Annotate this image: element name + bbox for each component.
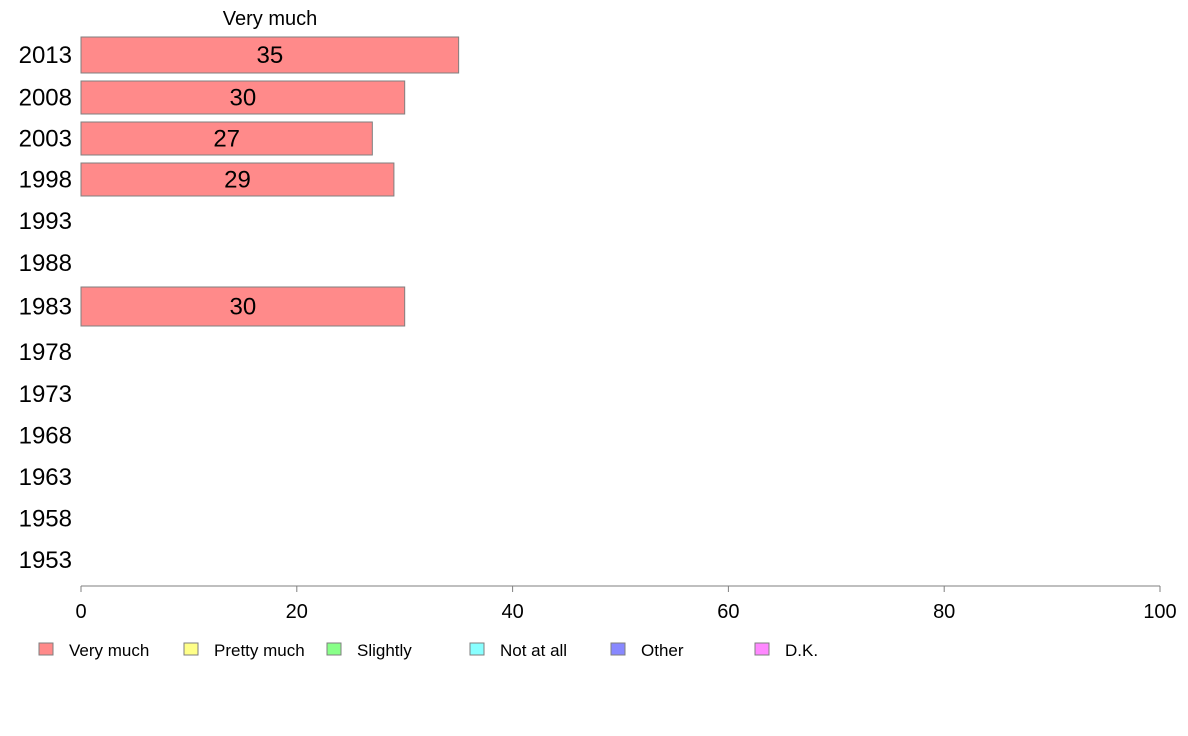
legend-label: Other: [641, 641, 684, 660]
x-tick-label: 40: [501, 601, 523, 623]
year-label: 2008: [19, 85, 72, 112]
year-label: 1953: [19, 547, 72, 574]
year-label: 1963: [19, 464, 72, 491]
bar-value-label: 30: [229, 85, 256, 112]
bar-value-label: 29: [224, 167, 251, 194]
x-tick-label: 20: [286, 601, 308, 623]
year-label: 1993: [19, 208, 72, 235]
legend-label: Not at all: [500, 641, 567, 660]
legend: Very much Pretty much Slightly Not at all Ot…: [38, 641, 818, 660]
legend-swatch: [38, 642, 54, 656]
year-labels-group: 2013 2008 2003 1998 1993 1988 1983 1978 1973 1968…: [19, 42, 72, 574]
year-label: 1978: [19, 339, 72, 366]
legend-swatch: [469, 642, 485, 656]
legend-label: Very much: [69, 641, 149, 660]
x-tick-label: 60: [717, 601, 739, 623]
bar-value-label: 30: [229, 294, 256, 321]
bar: [80, 121, 373, 156]
year-label: 1983: [19, 294, 72, 321]
category-header: Very much: [223, 8, 317, 30]
legend-label: D.K.: [785, 641, 818, 660]
legend-swatch: [326, 642, 342, 656]
legend-swatch: [754, 642, 770, 656]
legend-label: Slightly: [357, 641, 412, 660]
legend-swatch: [183, 642, 199, 656]
legend-label: Pretty much: [214, 641, 305, 660]
year-label: 1958: [19, 506, 72, 533]
bar: [80, 162, 395, 197]
bar: [80, 80, 406, 115]
bar-value-label: 35: [256, 42, 283, 69]
year-label: 1988: [19, 250, 72, 277]
legend-swatch: [610, 642, 626, 656]
x-tick-label: 0: [75, 601, 86, 623]
year-label: 1998: [19, 167, 72, 194]
x-tick-label: 80: [933, 601, 955, 623]
bar-value-label: 27: [213, 126, 240, 153]
bar: [80, 36, 460, 74]
bar: [80, 286, 406, 327]
year-label: 2003: [19, 126, 72, 153]
x-tick-label: 100: [1143, 601, 1176, 623]
year-label: 1973: [19, 381, 72, 408]
x-axis: 0 20 40 60 80 100: [75, 585, 1177, 623]
year-label: 1968: [19, 423, 72, 450]
year-label: 2013: [19, 42, 72, 69]
